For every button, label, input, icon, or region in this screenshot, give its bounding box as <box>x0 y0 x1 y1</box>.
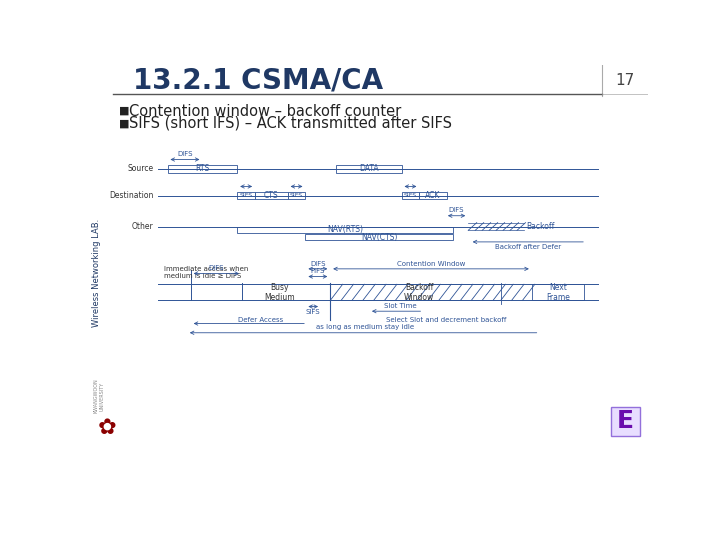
Text: Backoff: Backoff <box>526 222 554 231</box>
FancyBboxPatch shape <box>168 165 238 173</box>
Text: SIFS (short IFS) – ACK transmitted after SIFS: SIFS (short IFS) – ACK transmitted after… <box>129 116 451 131</box>
Text: Destination: Destination <box>109 191 153 200</box>
Text: Backoff
Window: Backoff Window <box>404 283 434 302</box>
Text: DIFS: DIFS <box>449 207 464 213</box>
Text: NAV(RTS): NAV(RTS) <box>327 226 363 234</box>
Text: CTS: CTS <box>264 191 279 200</box>
FancyBboxPatch shape <box>238 192 255 199</box>
Text: SIFS: SIFS <box>306 309 320 315</box>
Text: KWANGWOON
UNIVERSITY: KWANGWOON UNIVERSITY <box>94 379 104 413</box>
Text: Contention Window: Contention Window <box>397 260 465 267</box>
Text: SIFS: SIFS <box>290 193 303 198</box>
Text: NAV(CTS): NAV(CTS) <box>361 233 397 242</box>
Text: Other: Other <box>132 222 153 231</box>
Text: DIFS: DIFS <box>209 265 224 271</box>
Text: Slot Time: Slot Time <box>384 303 416 309</box>
Text: Backoff after Defer: Backoff after Defer <box>495 244 561 250</box>
Text: Wireless Networking LAB.: Wireless Networking LAB. <box>91 219 101 327</box>
Text: Next
Frame: Next Frame <box>546 282 570 302</box>
Text: DIFS: DIFS <box>310 260 325 267</box>
FancyBboxPatch shape <box>336 165 402 173</box>
FancyBboxPatch shape <box>402 192 419 199</box>
Text: DATA: DATA <box>359 164 379 173</box>
Text: 17: 17 <box>615 73 634 87</box>
FancyBboxPatch shape <box>532 284 585 300</box>
FancyBboxPatch shape <box>611 407 640 436</box>
Text: RTS: RTS <box>195 164 210 173</box>
Text: 13.2.1 CSMA/CA: 13.2.1 CSMA/CA <box>132 66 383 94</box>
FancyBboxPatch shape <box>238 226 453 233</box>
Text: ■: ■ <box>119 118 129 129</box>
Text: SIFS: SIFS <box>240 193 253 198</box>
Text: DIFS: DIFS <box>177 151 193 157</box>
Text: Source: Source <box>127 164 153 173</box>
Text: as long as medium stay idle: as long as medium stay idle <box>316 325 414 330</box>
FancyBboxPatch shape <box>419 192 446 199</box>
Text: Immediate access when
medium is idle ≥ DIFS: Immediate access when medium is idle ≥ D… <box>164 266 249 279</box>
Text: ✿: ✿ <box>98 418 117 438</box>
Text: PIFS: PIFS <box>310 268 325 274</box>
FancyBboxPatch shape <box>287 192 305 199</box>
Text: Contention window – backoff counter: Contention window – backoff counter <box>129 104 401 118</box>
Text: E: E <box>617 409 634 433</box>
FancyBboxPatch shape <box>255 192 287 199</box>
Text: ■: ■ <box>119 106 129 116</box>
Text: Defer Access: Defer Access <box>238 318 283 323</box>
Text: ACK: ACK <box>426 191 441 200</box>
Text: Select Slot and decrement backoff: Select Slot and decrement backoff <box>387 318 507 323</box>
FancyBboxPatch shape <box>305 234 453 240</box>
Text: SIFS: SIFS <box>404 193 417 198</box>
Text: Busy
Medium: Busy Medium <box>264 283 295 302</box>
